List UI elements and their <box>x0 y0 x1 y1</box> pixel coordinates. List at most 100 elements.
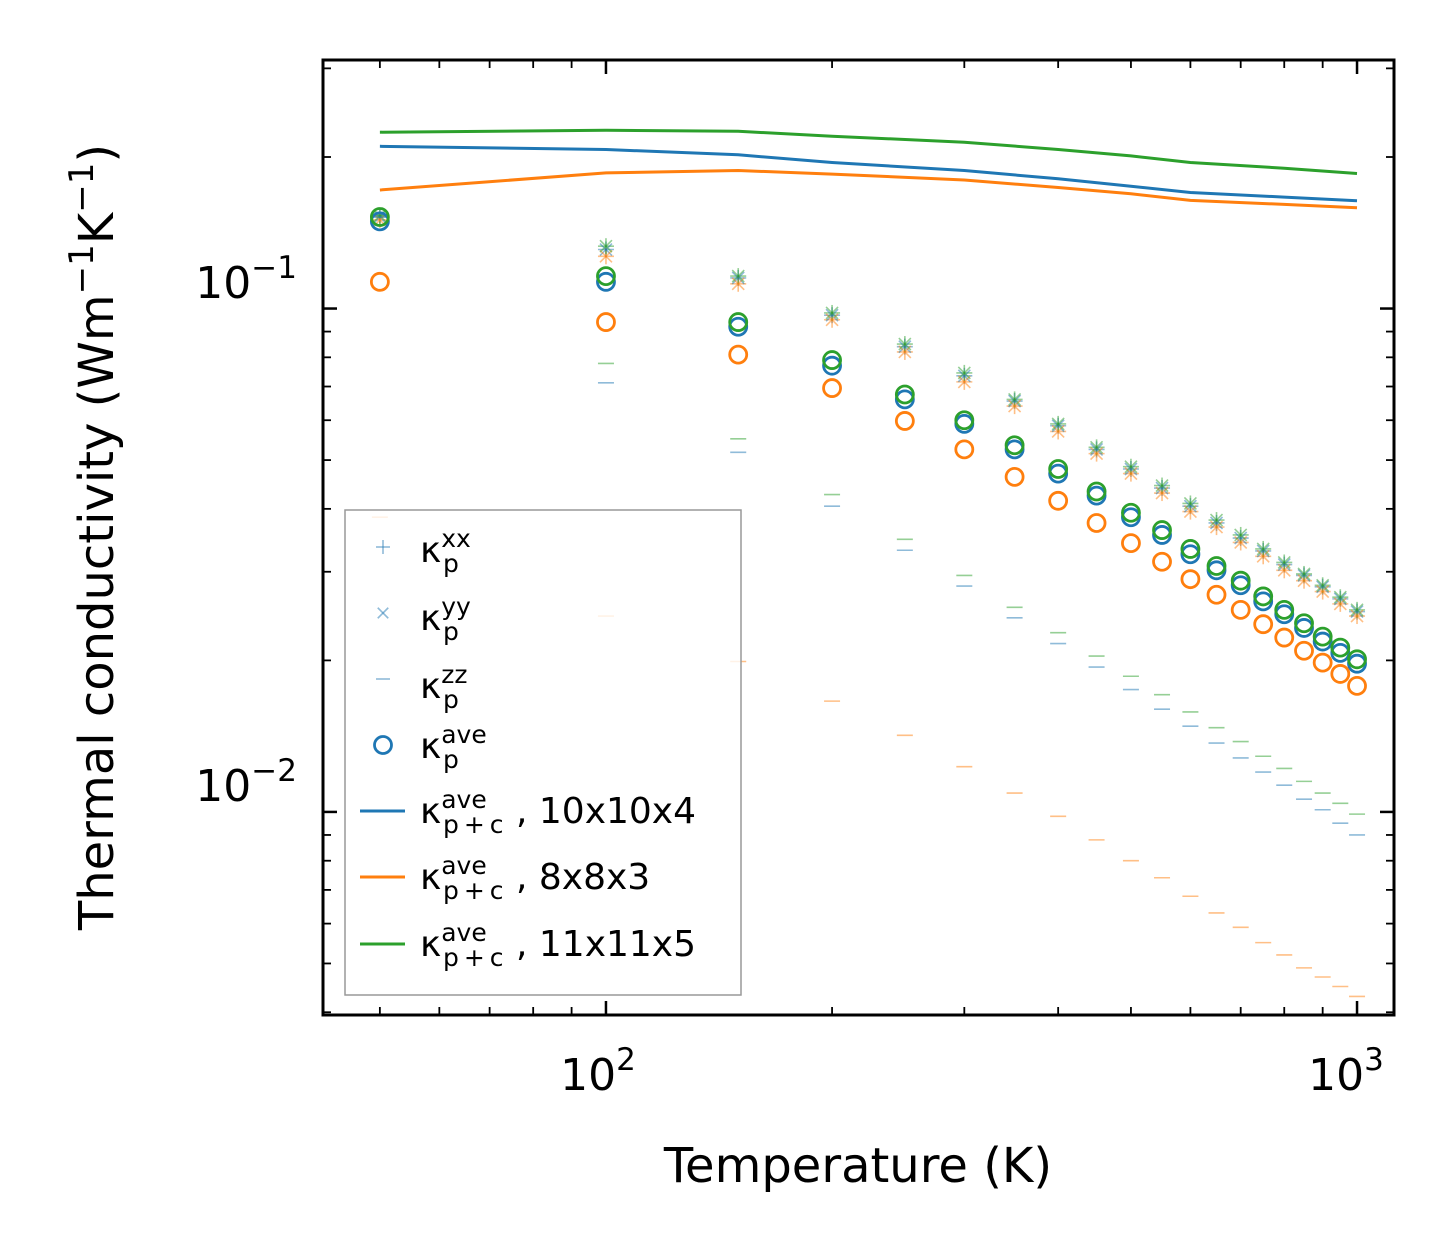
series-kave-p-8x8x3-point-1 <box>596 312 616 332</box>
series-kyy-10x10x4-point-7 <box>1051 419 1065 433</box>
series-layer <box>369 128 1367 998</box>
series-kyy-8x8x3-point-18 <box>1333 597 1347 611</box>
series-kave-p-11x11x5 <box>369 207 1367 670</box>
series-kyy-11x11x5-point-11 <box>1183 496 1197 511</box>
series-kyy-11x11x5-point-8-b <box>1090 440 1104 454</box>
series-kave-p-8x8x3-point-14 <box>1253 614 1274 635</box>
series-kzz-11x11x5 <box>371 214 1366 815</box>
series-kyy-11x11x5-point-16-b <box>1297 567 1311 581</box>
series-kyy-11x11x5-point-1 <box>599 239 613 253</box>
series-kyy-11x11x5-point-19 <box>1350 603 1364 617</box>
series-kyy-10x10x4-point-15-b <box>1277 558 1291 572</box>
series-kave-p-8x8x3-point-6 <box>1004 466 1025 487</box>
series-kave-p-8x8x3-point-18 <box>1330 664 1351 684</box>
series-kave-p-11x11x5-point-6 <box>1004 435 1025 456</box>
series-kyy-8x8x3-point-19-b <box>1350 609 1364 623</box>
y-tick-label-0.1: 10−1 <box>195 250 297 309</box>
series-kave-p-10x10x4-point-3 <box>822 355 842 376</box>
series-kyy-11x11x5-point-7 <box>1051 417 1065 431</box>
series-kyy-10x10x4-point-10-b <box>1155 481 1169 495</box>
series-kave-p-8x8x3-point-11 <box>1180 569 1201 590</box>
series-kave-p-8x8x3-point-2 <box>728 344 749 365</box>
series-kyy-10x10x4-point-13-b <box>1234 531 1248 545</box>
series-kave-p-11x11x5-point-4 <box>894 384 915 405</box>
series-kyy-10x10x4-point-18-b <box>1333 592 1347 606</box>
series-kyy-8x8x3-point-6-b <box>1008 399 1022 413</box>
series-kave-p-11x11x5-point-9 <box>1121 502 1141 523</box>
series-kave-p-8x8x3-point-4 <box>894 411 915 431</box>
series-kyy-11x11x5-point-1-b <box>599 239 613 253</box>
series-kave-p-8x8x3 <box>369 271 1367 696</box>
series-kyy-8x8x3-point-17 <box>1316 585 1330 599</box>
series-kave-p-11x11x5-point-19 <box>1347 649 1367 670</box>
series-kyy-11x11x5-point-6 <box>1008 392 1022 406</box>
series-kyy-10x10x4-point-11-b <box>1183 499 1197 513</box>
series-kyy-8x8x3-point-6 <box>1008 399 1022 413</box>
series-kyy-11x11x5-point-11-b <box>1183 496 1197 511</box>
series-kyy-8x8x3-point-8 <box>1090 447 1104 461</box>
series-kyy-10x10x4-point-17-b <box>1316 580 1330 594</box>
series-kyy-10x10x4-point-4-b <box>898 340 912 354</box>
series-kyy-10x10x4-point-17 <box>1316 580 1330 594</box>
series-kyy-11x11x5-point-9-b <box>1124 460 1138 474</box>
y-axis-label: Thermal conductivity (Wm−1K−1) <box>62 144 125 931</box>
series-kyy-11x11x5-point-18-b <box>1333 590 1347 604</box>
series-kyy-11x11x5-point-16 <box>1297 567 1311 581</box>
series-kave-p-11x11x5-point-10 <box>1152 520 1172 540</box>
series-kyy-10x10x4-point-12 <box>1209 516 1224 530</box>
series-kyy-11x11x5-point-17 <box>1316 578 1330 592</box>
series-kave-p-8x8x3-point-3 <box>822 378 842 398</box>
series-kyy-10x10x4-point-9 <box>1124 462 1138 476</box>
series-kyy-10x10x4-point-15 <box>1277 558 1291 572</box>
series-kyy-10x10x4-point-16 <box>1297 568 1311 582</box>
legend-label-kzz: κzz p <box>420 660 467 714</box>
series-kyy-11x11x5-point-15-b <box>1277 555 1291 570</box>
series-kyy-8x8x3-point-1-b <box>599 249 613 263</box>
major-ticks <box>323 60 1394 1015</box>
series-kave-p-11x11x5-point-0 <box>369 207 390 227</box>
series-kyy-10x10x4-point-14 <box>1256 544 1270 558</box>
series-kyy-10x10x4-point-1 <box>599 242 613 257</box>
series-kyy-11x11x5-point-3-b <box>825 306 839 320</box>
legend-symbol-1-b <box>377 607 389 619</box>
series-kyy-8x8x3-point-3 <box>825 313 839 327</box>
series-kave-p-11x11x5-point-2 <box>728 312 749 332</box>
series-kyy-11x11x5-point-9 <box>1124 460 1138 474</box>
series-kave-p-8x8x3-point-0 <box>369 271 390 292</box>
series-kyy-10x10x4-point-19 <box>1350 605 1364 619</box>
series-kave-p-8x8x3-point-9 <box>1121 533 1141 554</box>
series-kave-p-11x11x5-point-18 <box>1330 637 1351 658</box>
series-kave-p-11x11x5-point-16 <box>1294 613 1314 634</box>
series-kyy-10x10x4-point-14-b <box>1256 544 1270 558</box>
series-kyy-10x10x4-point-3 <box>825 308 839 322</box>
series-kyy-11x11x5 <box>373 209 1364 617</box>
series-kyy-10x10x4-point-12-b <box>1209 516 1224 530</box>
series-kzz-10x10x4 <box>371 216 1366 836</box>
legend: κxx p κyy p κzz p κave p κave p + c, 10x10x4 … <box>344 509 742 996</box>
series-kave-p-11x11x5-point-7 <box>1048 459 1069 479</box>
series-kyy-10x10x4-point-6-b <box>1008 394 1022 408</box>
series-kyy-11x11x5-point-10 <box>1155 478 1169 493</box>
series-kyy-10x10x4-point-3-b <box>825 308 839 322</box>
series-kyy-10x10x4-point-11 <box>1183 499 1197 513</box>
x-axis-label: Temperature (K) <box>663 1138 1052 1194</box>
series-kyy-11x11x5-point-13 <box>1234 528 1248 542</box>
series-kyy-10x10x4-point-13 <box>1234 531 1248 545</box>
series-kyy-10x10x4-point-8-b <box>1090 442 1104 456</box>
series-kyy-10x10x4-point-2 <box>731 271 745 285</box>
series-kave-p-8x8x3-point-19 <box>1347 675 1367 696</box>
series-kyy-8x8x3-point-16-b <box>1297 574 1311 588</box>
series-kave-p-11x11x5-point-11 <box>1180 539 1201 559</box>
series-kyy-10x10x4-point-18 <box>1333 592 1347 606</box>
series-kyy-11x11x5-point-5-b <box>957 366 971 380</box>
legend-symbols <box>360 540 405 946</box>
series-kyy-11x11x5-point-7-b <box>1051 417 1065 431</box>
series-kave-p-c-8x8x3-line <box>379 168 1358 210</box>
y-tick-label-0.01: 10−2 <box>195 753 297 812</box>
series-kave-p-8x8x3-point-5 <box>954 439 975 460</box>
series-kave-p-11x11x5-point-12 <box>1206 556 1227 576</box>
series-kave-p-8x8x3-point-8 <box>1086 513 1107 533</box>
series-kyy-8x8x3-point-8-b <box>1090 447 1104 461</box>
legend-label-kave-pc-11x11x5: κave p + c, 11x11x5 <box>420 918 696 972</box>
legend-label-kyy: κyy p <box>420 592 471 646</box>
